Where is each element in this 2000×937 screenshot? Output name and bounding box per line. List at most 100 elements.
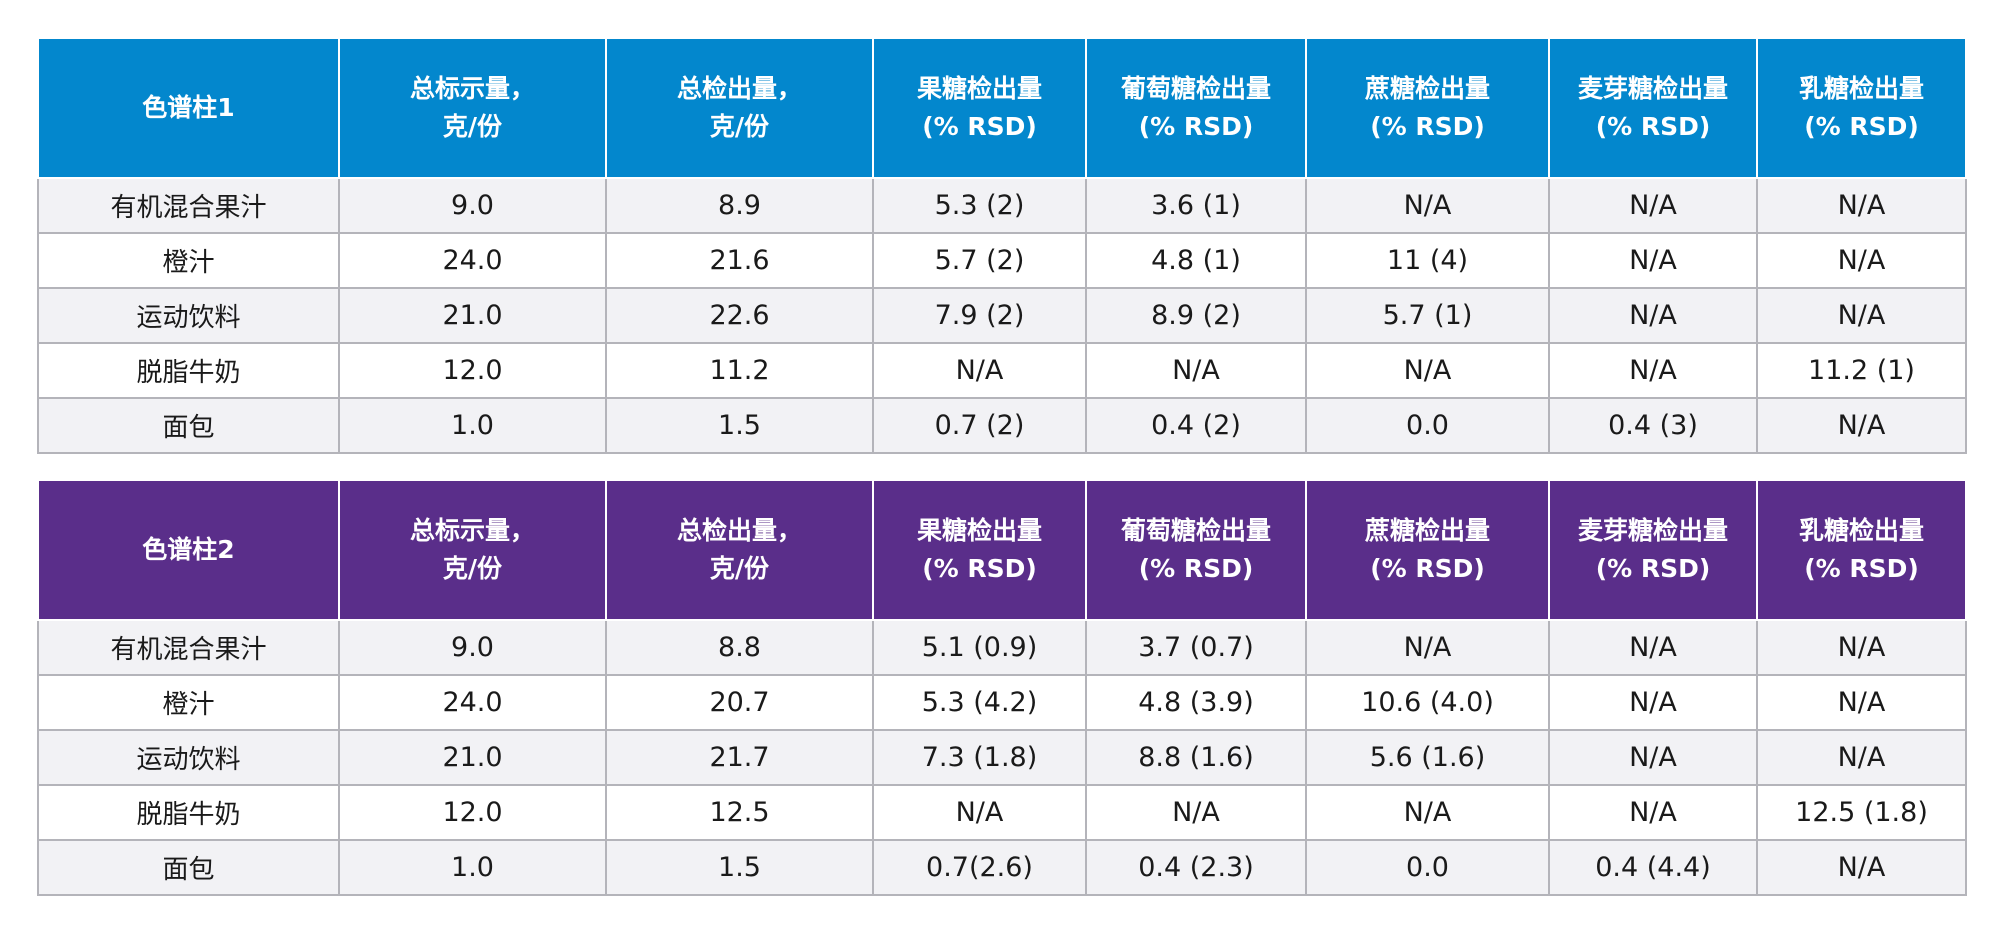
table-cell: 0.4 (3) (1548, 397, 1758, 454)
header-cell-maltose: 麦芽糖检出量 (% RSD) (1548, 479, 1758, 621)
table-cell: N/A (1756, 232, 1967, 289)
table-cell: 4.8 (1) (1085, 232, 1307, 289)
table-cell: 9.0 (338, 177, 607, 234)
table-cell: 21.7 (605, 729, 874, 786)
header-cell-total-found: 总检出量， 克/份 (605, 37, 874, 179)
table-cell: 5.6 (1.6) (1305, 729, 1550, 786)
table-row: 橙汁 24.0 20.7 5.3 (4.2) 4.8 (3.9) 10.6 (4… (37, 674, 1967, 731)
table-cell: N/A (1305, 784, 1550, 841)
table-row: 面包 1.0 1.5 0.7 (2) 0.4 (2) 0.0 0.4 (3) N… (37, 397, 1967, 454)
table-cell: N/A (1756, 397, 1967, 454)
table-cell: N/A (1756, 619, 1967, 676)
table-cell: 0.7(2.6) (872, 839, 1087, 896)
table-row: 橙汁 24.0 21.6 5.7 (2) 4.8 (1) 11 (4) N/A … (37, 232, 1967, 289)
table-cell: 5.7 (2) (872, 232, 1087, 289)
table-cell: 0.0 (1305, 839, 1550, 896)
table-cell: 11 (4) (1305, 232, 1550, 289)
table-cell: 1.0 (338, 397, 607, 454)
table-cell: 20.7 (605, 674, 874, 731)
table-cell: 24.0 (338, 674, 607, 731)
table-cell: N/A (1756, 839, 1967, 896)
table-cell: N/A (1548, 674, 1758, 731)
table-cell: N/A (872, 342, 1087, 399)
table-cell: 21.6 (605, 232, 874, 289)
table-cell: 22.6 (605, 287, 874, 344)
table-cell: N/A (1756, 674, 1967, 731)
sample-name-cell: 有机混合果汁 (37, 177, 340, 234)
sample-name-cell: 运动饮料 (37, 729, 340, 786)
header-cell-fructose: 果糖检出量 (% RSD) (872, 479, 1087, 621)
header-cell-glucose: 葡萄糖检出量 (% RSD) (1085, 479, 1307, 621)
table-row: 脱脂牛奶 12.0 11.2 N/A N/A N/A N/A 11.2 (1) (37, 342, 1967, 399)
sample-name-cell: 脱脂牛奶 (37, 342, 340, 399)
table-cell: 1.5 (605, 397, 874, 454)
table-cell: N/A (1085, 342, 1307, 399)
table-cell: 12.0 (338, 784, 607, 841)
header-cell-total-labeled: 总标示量， 克/份 (338, 479, 607, 621)
table-cell: 7.3 (1.8) (872, 729, 1087, 786)
table-cell: N/A (1305, 619, 1550, 676)
table-cell: 8.8 (1.6) (1085, 729, 1307, 786)
table-cell: 0.7 (2) (872, 397, 1087, 454)
table-cell: 1.5 (605, 839, 874, 896)
header-cell-total-found: 总检出量， 克/份 (605, 479, 874, 621)
table-cell: N/A (1756, 177, 1967, 234)
table-cell: N/A (1305, 177, 1550, 234)
table-cell: 0.4 (2.3) (1085, 839, 1307, 896)
table-cell: N/A (1305, 342, 1550, 399)
table-cell: N/A (1548, 619, 1758, 676)
sample-name-cell: 有机混合果汁 (37, 619, 340, 676)
header-cell-lactose: 乳糖检出量 (% RSD) (1756, 37, 1967, 179)
sample-name-cell: 面包 (37, 839, 340, 896)
table-cell: 24.0 (338, 232, 607, 289)
table-cell: 5.1 (0.9) (872, 619, 1087, 676)
table-cell: N/A (1548, 232, 1758, 289)
table-cell: 12.5 (1.8) (1756, 784, 1967, 841)
table-cell: N/A (872, 784, 1087, 841)
header-cell-glucose: 葡萄糖检出量 (% RSD) (1085, 37, 1307, 179)
table-cell: 1.0 (338, 839, 607, 896)
table-cell: 11.2 (605, 342, 874, 399)
table-cell: 5.7 (1) (1305, 287, 1550, 344)
results-table-column-2: 色谱柱2 总标示量， 克/份 总检出量， 克/份 果糖检出量 (% RSD) 葡… (37, 479, 1967, 896)
table-row: 运动饮料 21.0 21.7 7.3 (1.8) 8.8 (1.6) 5.6 (… (37, 729, 1967, 786)
header-row: 色谱柱1 总标示量， 克/份 总检出量， 克/份 果糖检出量 (% RSD) 葡… (37, 37, 1967, 179)
table-cell: N/A (1548, 342, 1758, 399)
header-cell-lactose: 乳糖检出量 (% RSD) (1756, 479, 1967, 621)
header-cell-fructose: 果糖检出量 (% RSD) (872, 37, 1087, 179)
sample-name-cell: 橙汁 (37, 232, 340, 289)
header-cell-column: 色谱柱2 (37, 479, 340, 621)
sample-name-cell: 脱脂牛奶 (37, 784, 340, 841)
table-cell: 3.7 (0.7) (1085, 619, 1307, 676)
table-cell: 12.0 (338, 342, 607, 399)
header-cell-sucrose: 蔗糖检出量 (% RSD) (1305, 479, 1550, 621)
table-cell: 5.3 (4.2) (872, 674, 1087, 731)
table-cell: 5.3 (2) (872, 177, 1087, 234)
table-cell: 12.5 (605, 784, 874, 841)
header-row: 色谱柱2 总标示量， 克/份 总检出量， 克/份 果糖检出量 (% RSD) 葡… (37, 479, 1967, 621)
table-cell: 11.2 (1) (1756, 342, 1967, 399)
table-cell: 8.9 (2) (1085, 287, 1307, 344)
table-cell: 8.9 (605, 177, 874, 234)
table-cell: N/A (1548, 729, 1758, 786)
sample-name-cell: 运动饮料 (37, 287, 340, 344)
table-row: 有机混合果汁 9.0 8.9 5.3 (2) 3.6 (1) N/A N/A N… (37, 177, 1967, 234)
table-cell: 0.4 (2) (1085, 397, 1307, 454)
table-cell: 21.0 (338, 729, 607, 786)
table-cell: 0.4 (4.4) (1548, 839, 1758, 896)
table-cell: 4.8 (3.9) (1085, 674, 1307, 731)
results-table-column-1: 色谱柱1 总标示量， 克/份 总检出量， 克/份 果糖检出量 (% RSD) 葡… (37, 37, 1967, 454)
table-cell: N/A (1085, 784, 1307, 841)
table-cell: 3.6 (1) (1085, 177, 1307, 234)
header-cell-column: 色谱柱1 (37, 37, 340, 179)
table-cell: N/A (1548, 784, 1758, 841)
header-cell-sucrose: 蔗糖检出量 (% RSD) (1305, 37, 1550, 179)
table-cell: 7.9 (2) (872, 287, 1087, 344)
table-cell: 0.0 (1305, 397, 1550, 454)
table-cell: 8.8 (605, 619, 874, 676)
sample-name-cell: 面包 (37, 397, 340, 454)
table-row: 运动饮料 21.0 22.6 7.9 (2) 8.9 (2) 5.7 (1) N… (37, 287, 1967, 344)
table-row: 脱脂牛奶 12.0 12.5 N/A N/A N/A N/A 12.5 (1.8… (37, 784, 1967, 841)
table-cell: N/A (1756, 729, 1967, 786)
table-row: 面包 1.0 1.5 0.7(2.6) 0.4 (2.3) 0.0 0.4 (4… (37, 839, 1967, 896)
